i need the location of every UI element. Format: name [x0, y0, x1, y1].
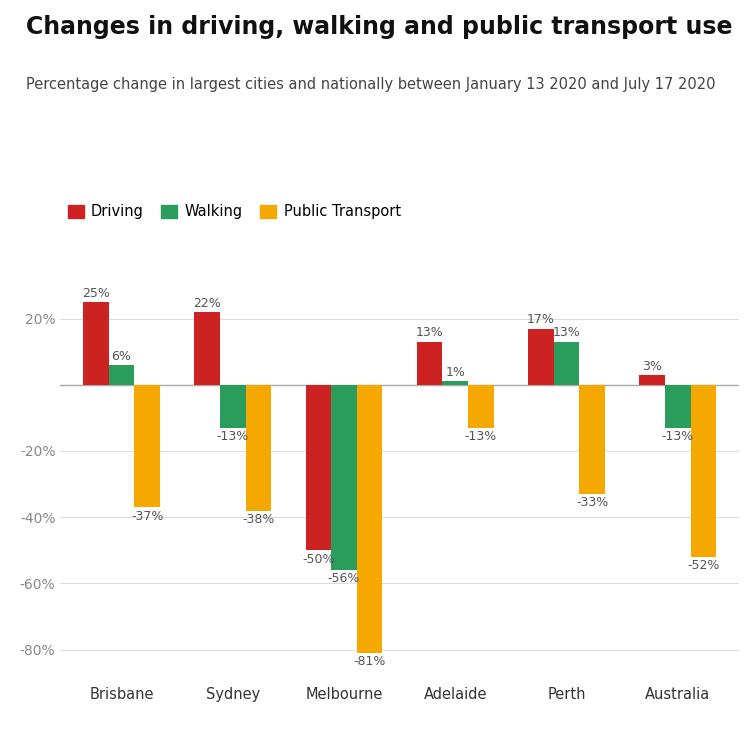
Bar	[331, 385, 357, 570]
Bar	[691, 385, 716, 557]
Text: 22%: 22%	[193, 297, 221, 310]
Text: Changes in driving, walking and public transport use: Changes in driving, walking and public t…	[26, 15, 733, 39]
Bar	[443, 382, 468, 385]
Bar	[195, 312, 220, 385]
Text: -13%: -13%	[661, 430, 694, 443]
Legend: Driving, Walking, Public Transport: Driving, Walking, Public Transport	[68, 204, 400, 219]
Bar	[639, 375, 665, 385]
Text: 3%: 3%	[642, 360, 662, 373]
Bar	[357, 385, 382, 653]
Text: 1%: 1%	[446, 366, 465, 379]
Bar	[468, 385, 494, 428]
Bar	[305, 385, 331, 550]
Bar	[417, 342, 443, 385]
Bar	[109, 365, 134, 385]
Text: -38%: -38%	[242, 513, 274, 526]
Text: -50%: -50%	[302, 553, 335, 566]
Text: Percentage change in largest cities and nationally between January 13 2020 and J: Percentage change in largest cities and …	[26, 77, 716, 92]
Text: -81%: -81%	[354, 655, 386, 668]
Text: -13%: -13%	[464, 430, 497, 443]
Text: 13%: 13%	[415, 327, 443, 339]
Text: 13%: 13%	[553, 327, 581, 339]
Bar	[134, 385, 160, 507]
Bar	[246, 385, 271, 511]
Text: 6%: 6%	[112, 349, 131, 363]
Bar	[528, 329, 553, 385]
Text: -52%: -52%	[687, 559, 719, 573]
Text: 25%: 25%	[82, 287, 110, 299]
Text: -56%: -56%	[328, 573, 360, 586]
Bar	[83, 302, 109, 385]
Text: -33%: -33%	[576, 496, 608, 509]
Bar	[553, 342, 579, 385]
Bar	[665, 385, 691, 428]
Bar	[579, 385, 605, 494]
Text: -13%: -13%	[216, 430, 249, 443]
Bar	[220, 385, 246, 428]
Text: 17%: 17%	[527, 313, 555, 326]
Text: -37%: -37%	[131, 509, 164, 523]
